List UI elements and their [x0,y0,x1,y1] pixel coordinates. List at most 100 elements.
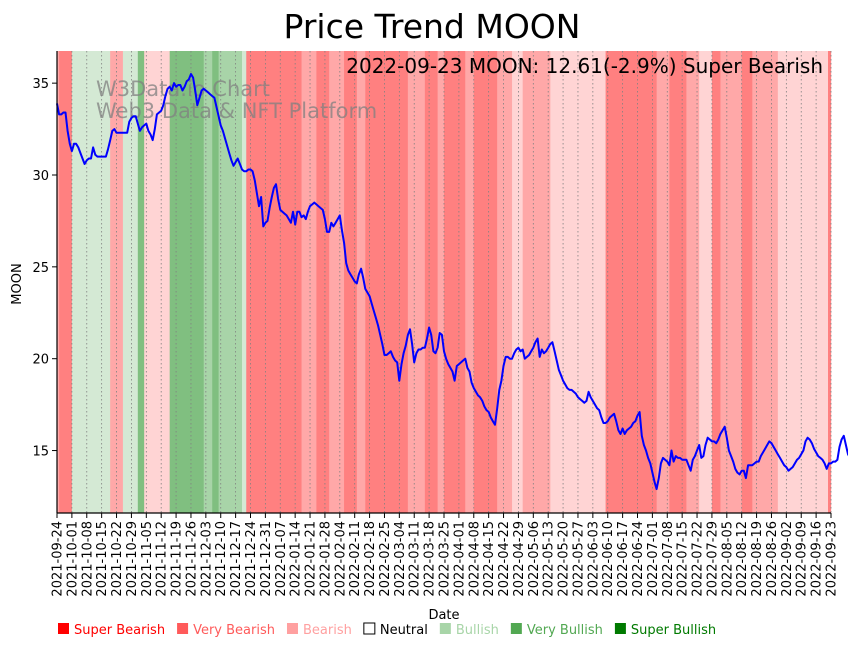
chart-title: Price Trend MOON [284,7,581,46]
x-tick-label: 2022-08-19 [750,521,765,597]
sentiment-band [203,51,213,513]
sentiment-band [444,51,466,513]
x-tick-label: 2022-04-29 [512,521,527,597]
sentiment-band [437,51,445,513]
x-tick-label: 2021-12-17 [229,521,244,597]
sentiment-band [329,51,345,513]
legend-item: Very Bearish [177,623,275,638]
sentiment-band [497,51,513,513]
y-tick-label: 35 [32,77,49,92]
sentiment-band [241,51,247,513]
legend-item: Neutral [363,622,428,638]
x-tick-label: 2022-09-16 [810,521,825,597]
sentiment-band [686,51,700,513]
legend-swatch [286,623,298,634]
sentiment-band [512,51,524,513]
x-tick-label: 2021-11-05 [140,521,155,597]
sentiment-bands [57,51,832,513]
sentiment-band [218,51,243,513]
legend-swatch [439,623,451,634]
y-tick-label: 20 [32,353,49,368]
price-line-moon [56,73,848,491]
x-tick-label: 2022-03-18 [423,521,438,597]
sentiment-band [137,51,145,513]
sentiment-band [720,51,743,513]
sentiment-band [828,51,831,513]
x-tick-label: 2022-03-25 [438,521,453,597]
legend-item: Bullish [439,623,499,638]
x-tick-label: 2022-01-14 [289,521,304,597]
sentiment-band [57,51,60,513]
legend-swatch [177,623,189,634]
x-tick-label: 2022-07-29 [705,521,720,597]
legend-label: Very Bullish [527,623,603,638]
x-tick-label: 2022-05-20 [557,521,572,597]
legend-label: Bullish [456,623,499,638]
sentiment-band [356,51,366,513]
x-tick-label: 2022-05-13 [542,521,557,597]
x-tick-label: 2022-02-04 [333,521,348,597]
sentiment-band [571,51,607,513]
x-tick-label: 2022-02-11 [348,521,363,597]
x-tick-label: 2021-12-31 [259,521,274,597]
x-tick-label: 2022-02-25 [378,521,393,597]
x-tick-label: 2022-06-10 [601,521,616,597]
x-tick-label: 2022-07-01 [646,521,661,597]
x-tick-label: 2022-04-08 [467,521,482,597]
sentiment-band [365,51,409,513]
y-axis-ticks: 15 20 25 30 35 [32,77,57,460]
x-tick-label: 2022-03-04 [393,521,408,597]
legend-item: Super Bearish [58,623,165,638]
x-axis-ticks: 2021-09-24 2021-10-01 2021-10-08 2021-10-15… [51,513,840,597]
legend-label: Very Bearish [193,623,275,638]
latest-price-annotation: 2022-09-23 MOON: 12.61(-2.9%) Super Bear… [346,54,823,78]
x-tick-label: 2022-07-08 [661,521,676,597]
legend-swatch [510,623,522,634]
sentiment-band [212,51,220,513]
x-tick-label: 2022-01-28 [318,521,333,597]
y-tick-label: 30 [32,169,49,184]
sentiment-band [711,51,721,513]
legend-swatch [614,623,626,634]
sentiment-band [144,51,156,513]
x-tick-label: 2022-09-23 [825,521,840,597]
y-axis-label: MOON [10,263,25,304]
x-tick-label: 2022-04-01 [452,521,467,597]
x-tick-label: 2021-10-08 [80,521,95,597]
legend-item: Bearish [286,623,352,638]
x-tick-label: 2021-11-26 [184,521,199,597]
x-tick-label: 2022-04-22 [497,521,512,597]
x-tick-label: 2022-07-15 [676,521,691,597]
sentiment-band [699,51,713,513]
x-tick-label: 2021-10-01 [65,521,80,597]
sentiment-band [122,51,139,513]
watermark: W3Data.io Chart Web3 Data & NFT Platform [96,77,377,123]
sentiment-band [669,51,687,513]
legend-swatch [363,622,376,635]
x-tick-label: 2022-09-09 [795,521,810,597]
x-tick-label: 2022-08-12 [735,521,750,597]
x-tick-label: 2021-12-10 [214,521,229,597]
sentiment-band [465,51,475,513]
x-tick-label: 2021-12-24 [244,521,259,597]
x-tick-label: 2021-09-24 [51,521,66,597]
sentiment-band [522,51,551,513]
x-tick-label: 2022-04-15 [482,521,497,597]
sentiment-band [473,51,498,513]
sentiment-band [71,51,111,513]
y-tick-label: 25 [32,261,49,276]
watermark-line-2: Web3 Data & NFT Platform [96,99,377,123]
x-tick-label: 2021-11-19 [170,521,185,597]
x-tick-label: 2021-10-29 [125,521,140,597]
sentiment-band [344,51,358,513]
x-tick-label: 2021-10-15 [95,521,110,597]
x-tick-label: 2022-08-05 [720,521,735,597]
legend-label: Super Bullish [631,623,716,638]
sentiment-band [190,51,205,513]
x-tick-label: 2021-10-22 [110,521,125,597]
sentiment-band [424,51,439,513]
x-tick-label: 2021-12-03 [199,521,214,597]
x-tick-label: 2022-05-06 [527,521,542,597]
x-tick-label: 2022-01-21 [304,521,319,597]
